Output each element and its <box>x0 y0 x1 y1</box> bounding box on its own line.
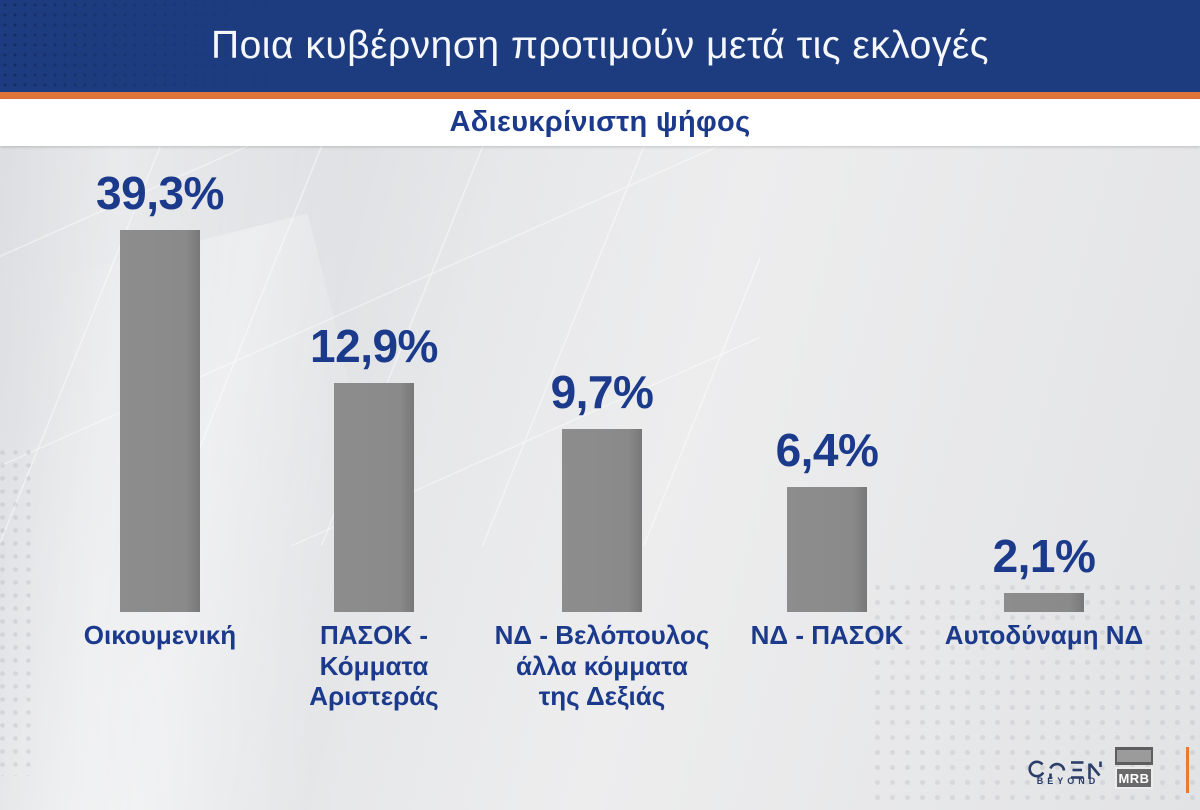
bar <box>562 429 642 612</box>
bar-value-label: 9,7% <box>550 366 654 418</box>
category-label: Αυτοδύναμη ΝΔ <box>944 620 1144 650</box>
bar-column: 12,9% <box>262 146 486 612</box>
category-label: ΝΔ - ΠΑΣΟΚ <box>750 620 904 650</box>
bar <box>334 383 414 612</box>
open-tagline: BEYOND <box>1036 776 1100 786</box>
header-dot-fade <box>0 0 340 92</box>
open-channel-logo-icon <box>1028 760 1102 779</box>
bar-value-label: 39,3% <box>96 167 224 219</box>
bar <box>120 230 200 612</box>
bar-column: 39,3% <box>48 146 272 612</box>
bar <box>787 487 867 612</box>
bar-chart: 39,3% Οικουμενική 12,9% ΠΑΣΟΚ - Κόμματα Αρι… <box>0 146 1200 810</box>
bar-value-label: 2,1% <box>992 530 1096 582</box>
category-label: Οικουμενική <box>83 620 237 650</box>
page-title: Ποια κυβέρνηση προτιμούν μετά τις εκλογέ… <box>210 24 990 67</box>
chart-subtitle: Αδιευκρίνιστη ψήφος <box>449 106 751 138</box>
header-bar: Ποια κυβέρνηση προτιμούν μετά τις εκλογέ… <box>0 0 1200 92</box>
accent-divider-line <box>1186 747 1189 793</box>
accent-stripe <box>0 92 1200 99</box>
category-label: ΝΔ - Βελόπουλος άλλα κόμματα της Δεξιάς <box>494 620 710 712</box>
background-dots <box>0 446 36 776</box>
mrb-logo-top-bar <box>1115 747 1153 765</box>
bar-column: 9,7% <box>490 146 714 612</box>
mrb-logo-text: MRB <box>1118 770 1150 786</box>
subtitle-band: Αδιευκρίνιστη ψήφος <box>0 99 1200 146</box>
bar-column: 6,4% <box>715 146 939 612</box>
category-label: ΠΑΣΟΚ - Κόμματα Αριστεράς <box>309 620 439 712</box>
bar-column: 2,1% <box>932 146 1156 612</box>
bar-value-label: 6,4% <box>775 424 879 476</box>
bar <box>1004 593 1084 612</box>
mrb-logo: MRB <box>1115 747 1153 793</box>
bar-value-label: 12,9% <box>310 320 438 372</box>
